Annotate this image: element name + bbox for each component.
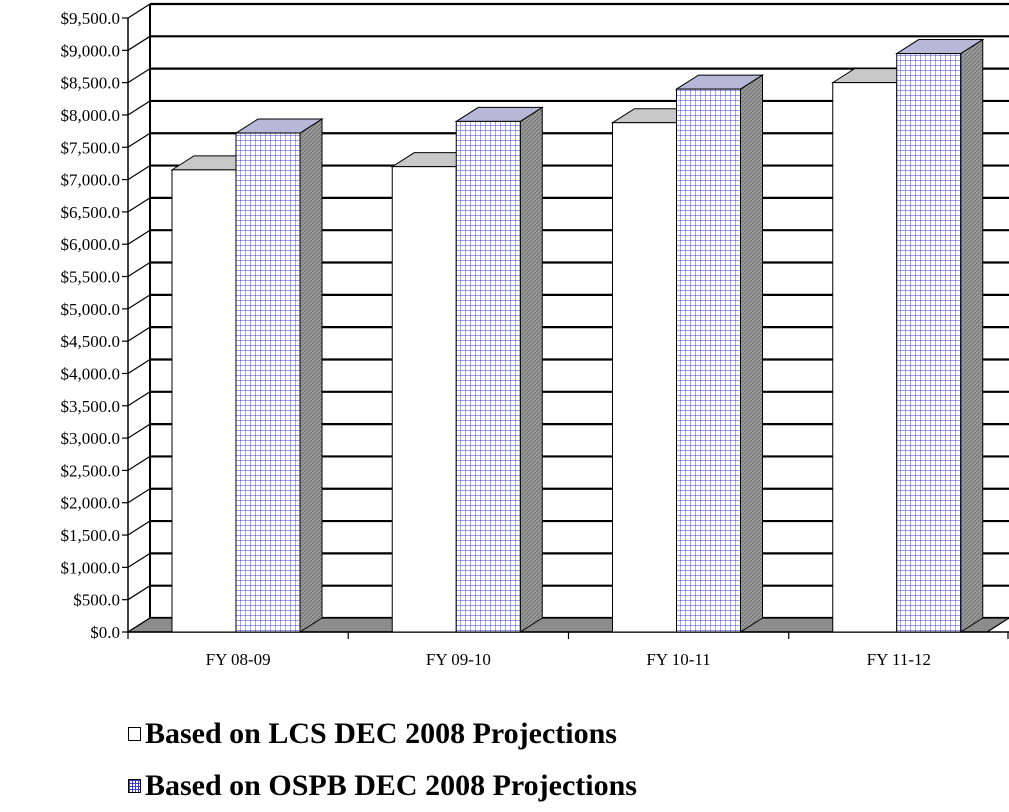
y-tick-label: $6,000.0 [61, 235, 121, 254]
gridline-depth [127, 35, 151, 51]
x-category-label: FY 10-11 [646, 650, 710, 669]
gridline-depth [127, 100, 151, 116]
x-category-label: FY 11-12 [867, 650, 931, 669]
y-tick-label: $1,500.0 [61, 526, 121, 545]
legend-item-lcs: Based on LCS DEC 2008 Projections [128, 708, 637, 760]
gridline-depth [127, 68, 151, 84]
gridline-depth [127, 165, 151, 181]
bar-ospb [234, 118, 324, 633]
bar-ospb [674, 74, 765, 633]
y-tick-label: $0.0 [90, 623, 120, 642]
y-tick-label: $4,500.0 [61, 332, 121, 351]
bar-ospb [895, 38, 985, 633]
labels: $0.0 $500.0 $1,000.0 $1,500.0 $2,000.0 $2,500… [61, 9, 932, 669]
gridline-depth [127, 423, 151, 439]
x-category-label: FY 08-09 [206, 650, 271, 669]
x-category-label: FY 09-10 [426, 650, 491, 669]
gridline-depth [127, 520, 151, 536]
axes [122, 4, 1009, 639]
y-tick-label: $2,000.0 [61, 494, 121, 513]
y-tick-label: $2,500.0 [61, 461, 121, 480]
bars [170, 38, 985, 633]
gridline-depth [127, 585, 151, 601]
gridline-depth [127, 3, 151, 19]
y-tick-label: $8,500.0 [61, 74, 121, 93]
y-tick-label: $500.0 [73, 591, 120, 610]
y-tick-label: $4,000.0 [61, 364, 121, 383]
gridline-depth [127, 391, 151, 407]
legend-swatch-ospb [128, 779, 141, 793]
bar-ospb [454, 106, 544, 633]
gridline-depth [127, 294, 151, 310]
y-tick-label: $6,500.0 [61, 203, 121, 222]
gridline-depth [127, 488, 151, 504]
y-tick-label: $5,000.0 [61, 300, 121, 319]
gridline-depth [127, 197, 151, 213]
gridline-depth [127, 262, 151, 278]
y-tick-label: $5,500.0 [61, 268, 121, 287]
y-tick-label: $9,000.0 [61, 41, 121, 60]
y-tick-label: $8,000.0 [61, 106, 121, 125]
y-tick-label: $7,000.0 [61, 171, 121, 190]
gridline-depth [127, 358, 151, 374]
legend-label-ospb: Based on OSPB DEC 2008 Projections [145, 769, 637, 802]
y-tick-label: $9,500.0 [61, 9, 121, 28]
gridline-depth [127, 455, 151, 471]
bar-chart: $0.0 $500.0 $1,000.0 $1,500.0 $2,000.0 $2,500… [61, 2, 1009, 669]
gridline-depth [127, 229, 151, 245]
gridline-depth [127, 552, 151, 568]
legend-label-lcs: Based on LCS DEC 2008 Projections [145, 717, 617, 750]
y-tick-label: $3,000.0 [61, 429, 121, 448]
legend: Based on LCS DEC 2008 Projections Based … [128, 708, 637, 812]
legend-item-ospb: Based on OSPB DEC 2008 Projections [128, 760, 637, 812]
y-tick-label: $3,500.0 [61, 397, 121, 416]
legend-swatch-lcs [128, 727, 141, 741]
gridline-depth [127, 132, 151, 148]
y-tick-label: $1,000.0 [61, 558, 121, 577]
gridline-depth [127, 326, 151, 342]
y-tick-label: $7,500.0 [61, 138, 121, 157]
